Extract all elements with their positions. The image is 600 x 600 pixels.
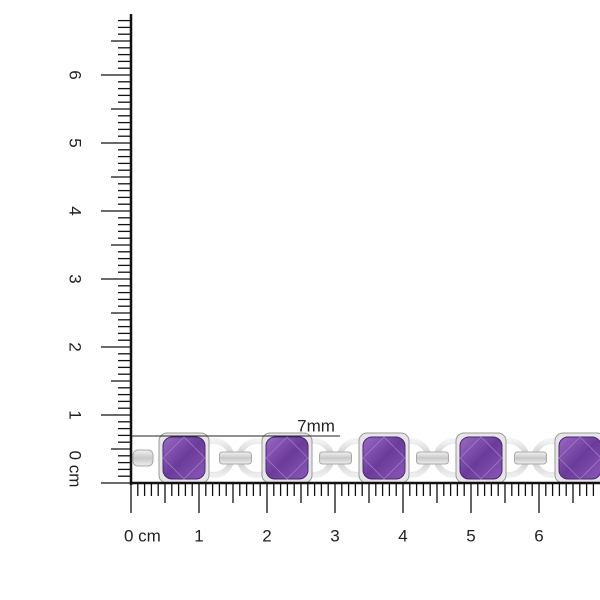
gem [162,436,206,480]
ruler-x-label: 1 [194,526,203,545]
gem [265,436,309,480]
clasp-end [132,449,154,467]
gem [459,436,503,480]
ruler-x-label: 5 [466,526,475,545]
gem [362,436,406,480]
link-bar [219,451,252,465]
link-bar [514,451,547,465]
ruler-y-label: 3 [66,274,85,283]
ruler-y-label: 5 [66,138,85,147]
ruler-y-label: 6 [66,70,85,79]
bracelet [132,432,600,484]
link-bar [319,451,352,465]
gem-facet [558,436,600,480]
ruler-x-label: 3 [330,526,339,545]
gem-facet [459,436,503,480]
ruler-y-label: 2 [66,342,85,351]
gem-facet [265,436,309,480]
ruler-x-label: 0 cm [124,526,161,545]
ruler-x-label: 4 [398,526,407,545]
gem-facet [362,436,406,480]
gem [558,436,600,480]
ruler-x-label: 6 [534,526,543,545]
measure-label: 7mm [297,416,335,435]
ruler-y-label: 0 cm [66,451,85,488]
ruler-x-label: 2 [262,526,271,545]
link-bar [416,451,449,465]
ruler-y-label: 4 [66,206,85,215]
gem-facet [162,436,206,480]
ruler-y-label: 1 [66,410,85,419]
